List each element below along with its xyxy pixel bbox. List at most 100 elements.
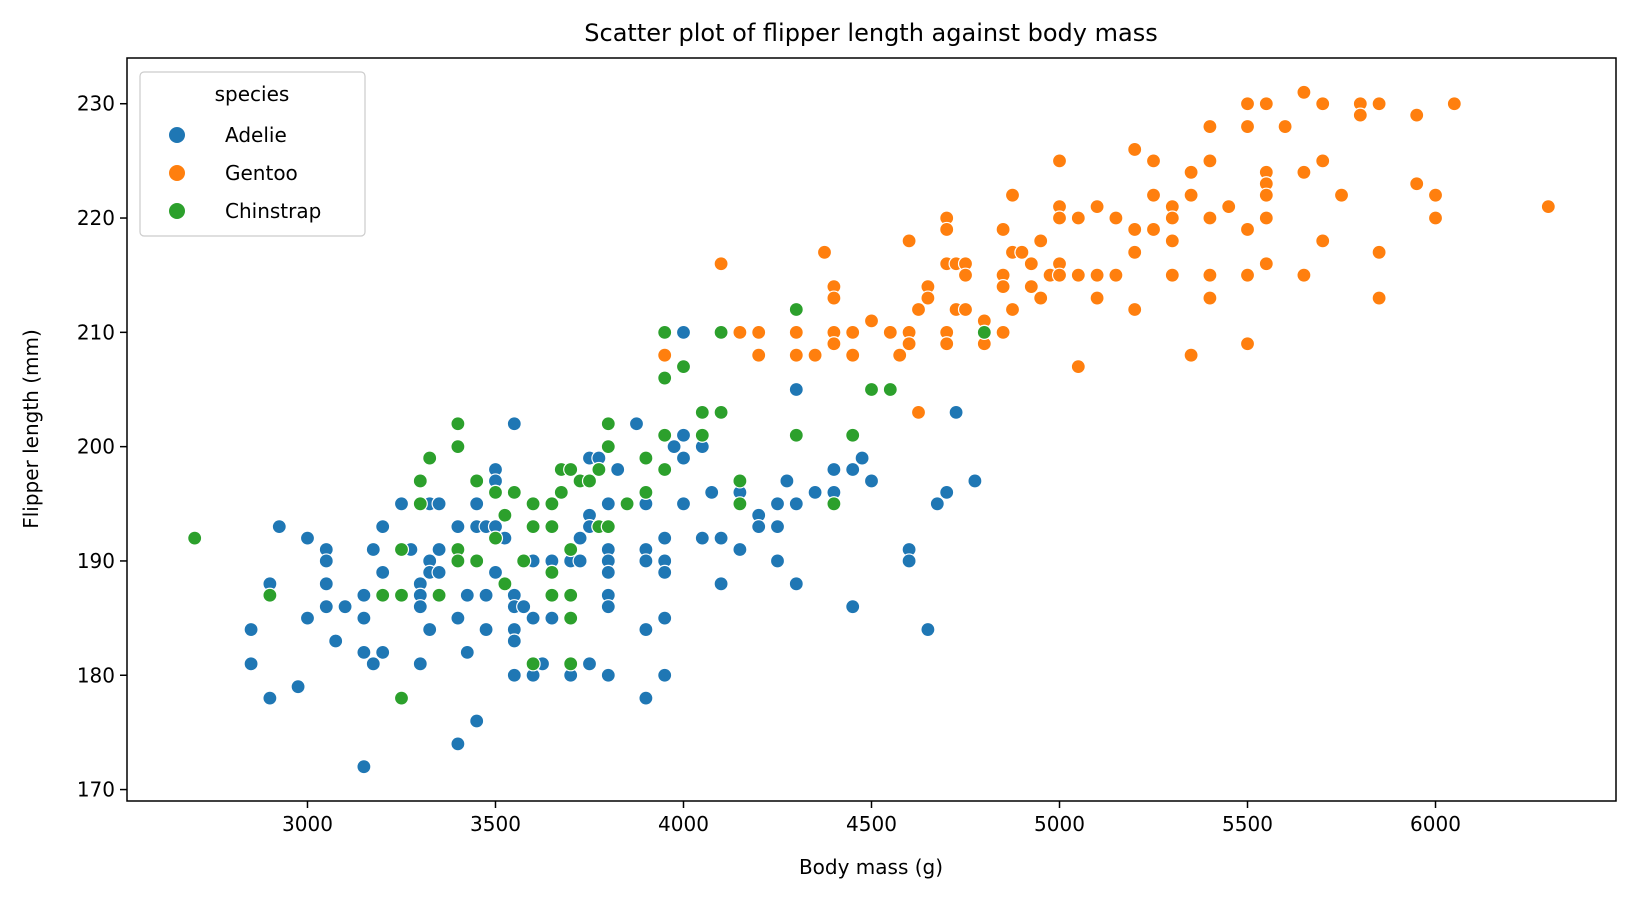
data-point xyxy=(544,610,560,626)
data-point xyxy=(487,564,504,580)
data-point xyxy=(271,519,287,535)
x-tick-label: 6000 xyxy=(1410,812,1461,836)
data-point xyxy=(854,450,870,466)
data-point xyxy=(826,496,842,512)
data-point xyxy=(375,587,391,603)
data-point xyxy=(1371,244,1387,260)
data-point xyxy=(600,667,616,683)
data-point xyxy=(732,324,748,340)
data-point xyxy=(1409,107,1425,123)
data-point xyxy=(892,347,908,363)
data-point xyxy=(1239,221,1256,238)
data-point xyxy=(412,599,428,615)
legend-title: species xyxy=(215,82,290,106)
data-point xyxy=(675,496,692,512)
x-tick-label: 4500 xyxy=(846,812,897,836)
data-point xyxy=(957,267,974,283)
data-point xyxy=(666,439,682,455)
data-point xyxy=(1051,153,1068,169)
x-tick-label: 4000 xyxy=(658,812,709,836)
data-point xyxy=(920,621,936,638)
data-point xyxy=(732,541,748,558)
data-point xyxy=(544,564,560,580)
data-point xyxy=(506,484,522,500)
data-point xyxy=(478,587,494,603)
data-point xyxy=(525,656,541,672)
data-point xyxy=(1145,187,1162,203)
data-point xyxy=(506,667,522,683)
data-point xyxy=(422,621,438,638)
data-point xyxy=(506,633,522,649)
data-point xyxy=(431,496,447,512)
data-point xyxy=(450,610,466,626)
data-point xyxy=(1004,187,1021,203)
data-point xyxy=(412,473,428,489)
data-point xyxy=(957,301,974,318)
data-point xyxy=(863,473,880,489)
data-point xyxy=(450,519,466,535)
data-point xyxy=(657,564,673,580)
data-point xyxy=(1089,199,1105,215)
data-point xyxy=(375,644,391,661)
data-point xyxy=(422,450,438,466)
y-tick-label: 190 xyxy=(77,549,115,573)
data-point xyxy=(901,553,917,569)
data-point xyxy=(1296,267,1312,283)
data-point xyxy=(807,347,823,363)
data-point xyxy=(1296,84,1312,100)
data-point xyxy=(1164,233,1180,249)
data-point xyxy=(1183,347,1199,363)
series-chinstrap xyxy=(187,301,992,706)
y-tick-label: 230 xyxy=(77,92,115,116)
data-point xyxy=(600,564,616,580)
data-point xyxy=(572,553,588,569)
data-point xyxy=(243,656,259,672)
data-point xyxy=(788,347,804,363)
data-point xyxy=(939,221,955,238)
data-point xyxy=(393,690,410,706)
y-tick-label: 180 xyxy=(77,663,115,687)
data-point xyxy=(459,644,475,661)
data-point xyxy=(657,530,673,546)
data-point xyxy=(356,759,372,775)
x-tick-label: 3000 xyxy=(282,812,333,836)
data-point xyxy=(901,336,917,352)
data-point xyxy=(1239,336,1256,352)
data-point xyxy=(845,599,861,615)
data-point xyxy=(1371,96,1387,112)
data-point xyxy=(318,553,334,569)
data-point xyxy=(1004,301,1021,318)
data-point xyxy=(600,496,616,512)
y-axis-title: Flipper length (mm) xyxy=(19,329,43,529)
data-point xyxy=(469,713,485,729)
data-point xyxy=(863,313,880,329)
data-point xyxy=(713,530,729,546)
data-point xyxy=(845,461,861,478)
data-point xyxy=(910,404,927,420)
data-point xyxy=(863,381,880,398)
data-point xyxy=(600,416,616,432)
legend-label: Chinstrap xyxy=(225,199,321,223)
x-tick-label: 5000 xyxy=(1034,812,1085,836)
data-point xyxy=(1315,96,1331,112)
data-point xyxy=(1202,118,1218,135)
data-point xyxy=(393,587,410,603)
data-point xyxy=(976,324,992,340)
data-point xyxy=(262,587,278,603)
chart-title: Scatter plot of flipper length against b… xyxy=(584,19,1157,47)
data-point xyxy=(995,279,1011,295)
data-point xyxy=(365,541,381,558)
data-point xyxy=(1221,199,1237,215)
data-point xyxy=(751,324,767,340)
data-point xyxy=(262,690,278,706)
data-point xyxy=(779,473,795,489)
data-point xyxy=(807,484,823,500)
data-point xyxy=(628,416,645,432)
data-point xyxy=(657,370,673,386)
data-point xyxy=(713,404,729,420)
data-point xyxy=(572,530,588,546)
data-point xyxy=(487,530,504,546)
data-point xyxy=(1258,187,1274,203)
data-point xyxy=(788,324,804,340)
